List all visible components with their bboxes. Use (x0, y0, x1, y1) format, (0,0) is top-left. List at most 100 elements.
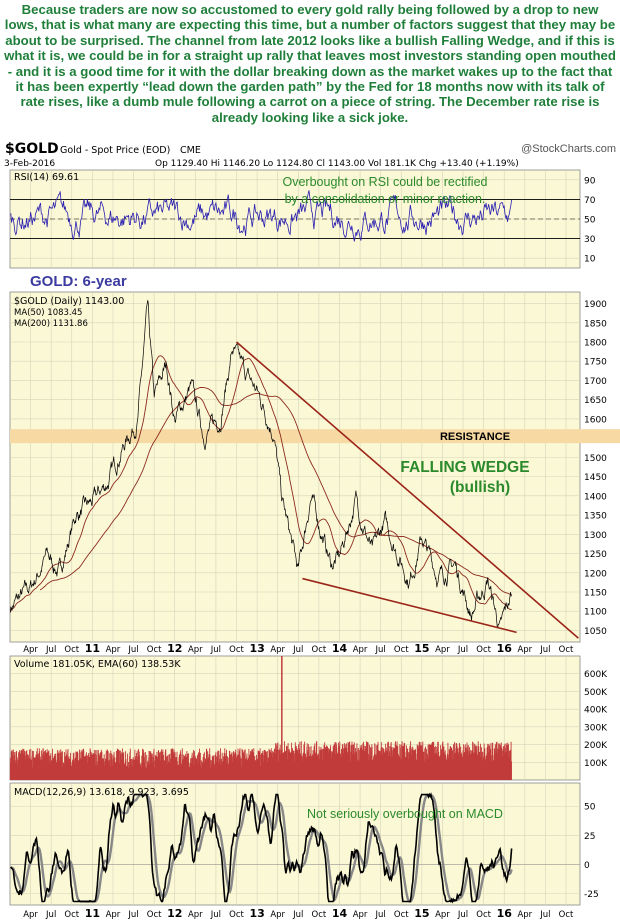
resistance-label: RESISTANCE (440, 431, 510, 443)
macd-xlabel-24: Apr (517, 910, 532, 920)
volume-tick-0: 100K (584, 759, 608, 769)
price-title: GOLD: 6-year (30, 273, 127, 290)
macd-xlabel-10: Oct (229, 910, 244, 920)
macd-xlabel-19: 15 (414, 907, 429, 920)
macd-xlabel-16: Apr (353, 910, 368, 920)
macd-tick-3: 50 (584, 803, 596, 813)
price-tick-15: 1800 (584, 339, 607, 349)
ohlc-readout: Op 1129.40 Hi 1146.20 Lo 1124.80 Cl 1143… (155, 159, 519, 169)
macd-tick-1: 0 (584, 861, 590, 871)
macd-xlabel-14: Oct (312, 910, 327, 920)
price-tick-13: 1700 (584, 377, 607, 387)
price-xlabel-5: Jul (127, 645, 138, 655)
macd-xlabel-21: Jul (457, 910, 468, 920)
price-xlabel-9: Jul (210, 645, 221, 655)
macd-panel (9, 782, 581, 906)
macd-xlabel-0: Apr (23, 910, 38, 920)
macd-xlabel-7: 12 (167, 907, 182, 920)
price-line (10, 300, 512, 629)
volume-legend: Volume 181.05K, EMA(60) 138.53K (14, 659, 181, 670)
price-legend-ma200: MA(200) 1131.86 (14, 319, 88, 329)
price-xlabel-4: Apr (106, 645, 121, 655)
price-xlabel-12: Apr (270, 645, 285, 655)
macd-xlabel-11: 13 (249, 907, 264, 920)
macd-xlabel-26: Oct (559, 910, 574, 920)
price-xlabel-19: 15 (414, 642, 429, 655)
macd-legend: MACD(12,26,9) 13.618, 9.923, 3.695 (14, 787, 189, 798)
ma200-line (39, 387, 512, 596)
macd-xlabel-25: Jul (539, 910, 550, 920)
macd-xlabel-1: Jul (45, 910, 56, 920)
macd-xlabel-18: Oct (394, 910, 409, 920)
price-xlabel-23: 16 (497, 642, 513, 655)
price-xlabel-8: Apr (188, 645, 203, 655)
price-xlabel-14: Oct (312, 645, 327, 655)
price-xlabel-26: Oct (559, 645, 574, 655)
macd-xlabel-12: Apr (270, 910, 285, 920)
wedge-annotation-subtitle: (bullish) (450, 479, 510, 496)
volume-tick-5: 600K (584, 670, 608, 680)
axes-labels: 1030507090105011001150120012501300135014… (23, 176, 608, 920)
price-xlabel-16: Apr (353, 645, 368, 655)
macd-xlabel-9: Jul (210, 910, 221, 920)
watermark: @StockCharts.com (521, 143, 616, 155)
macd-annotation: Not seriously overbought on MACD (307, 807, 503, 821)
macd-xlabel-3: 11 (85, 907, 100, 920)
commentary-text: Because traders are now so accustomed to… (4, 2, 616, 125)
price-xlabel-7: 12 (167, 642, 182, 655)
price-tick-3: 1200 (584, 569, 607, 579)
wedge-annotation-title: FALLING WEDGE (400, 459, 529, 476)
price-xlabel-0: Apr (23, 645, 38, 655)
volume-tick-2: 300K (584, 723, 608, 733)
rsi-annotation-line1: Overbought on RSI could be rectified (283, 175, 488, 189)
volume-bar-series (9, 741, 512, 780)
ma50-line (9, 355, 512, 613)
price-tick-14: 1750 (584, 358, 607, 368)
price-tick-0: 1050 (584, 627, 607, 637)
rsi-tick-4: 90 (584, 176, 596, 186)
macd-tick-2: 25 (584, 832, 595, 842)
resistance-band (10, 429, 620, 444)
rsi-reference-lines (10, 198, 580, 240)
price-xlabel-15: 14 (332, 642, 348, 655)
macd-line (10, 792, 513, 904)
price-xlabel-17: Jul (375, 645, 386, 655)
price-xlabel-10: Oct (229, 645, 244, 655)
volume-tick-4: 500K (584, 688, 608, 698)
rsi-tick-2: 50 (584, 216, 596, 226)
rsi-annotation-line2: by a consolidation or minor reaction. (285, 192, 486, 206)
macd-xlabel-6: Oct (147, 910, 162, 920)
price-legend-ma50: MA(50) 1083.45 (14, 308, 82, 318)
price-xlabel-20: Apr (435, 645, 450, 655)
rsi-line (10, 190, 512, 242)
wedge-upper-trendline (235, 341, 579, 639)
price-panel (9, 291, 581, 643)
price-tick-8: 1450 (584, 473, 607, 483)
price-xlabel-25: Jul (539, 645, 550, 655)
wedge-lower-trendline (302, 577, 517, 634)
volume-tick-1: 200K (584, 741, 608, 751)
rsi-legend: RSI(14) 69.61 (14, 172, 79, 183)
rsi-tick-1: 30 (584, 235, 596, 245)
macd-xlabel-8: Apr (188, 910, 203, 920)
price-tick-11: 1600 (584, 415, 607, 425)
macd-xlabel-22: Oct (476, 910, 491, 920)
volume-tick-3: 400K (584, 706, 608, 716)
macd-xlabel-4: Apr (106, 910, 121, 920)
price-xlabel-2: Oct (64, 645, 79, 655)
price-xlabel-6: Oct (147, 645, 162, 655)
price-xlabel-3: 11 (85, 642, 100, 655)
price-tick-2: 1150 (584, 589, 607, 599)
price-tick-9: 1500 (584, 454, 607, 464)
price-tick-5: 1300 (584, 531, 607, 541)
symbol-label: $GOLD (5, 141, 59, 157)
macd-xlabel-2: Oct (64, 910, 79, 920)
macd-xlabel-5: Jul (127, 910, 138, 920)
rsi-tick-3: 70 (584, 196, 596, 206)
price-tick-16: 1850 (584, 319, 607, 329)
price-xlabel-21: Jul (457, 645, 468, 655)
price-xlabel-13: Jul (292, 645, 303, 655)
price-xlabel-24: Apr (517, 645, 532, 655)
macd-xlabel-13: Jul (292, 910, 303, 920)
